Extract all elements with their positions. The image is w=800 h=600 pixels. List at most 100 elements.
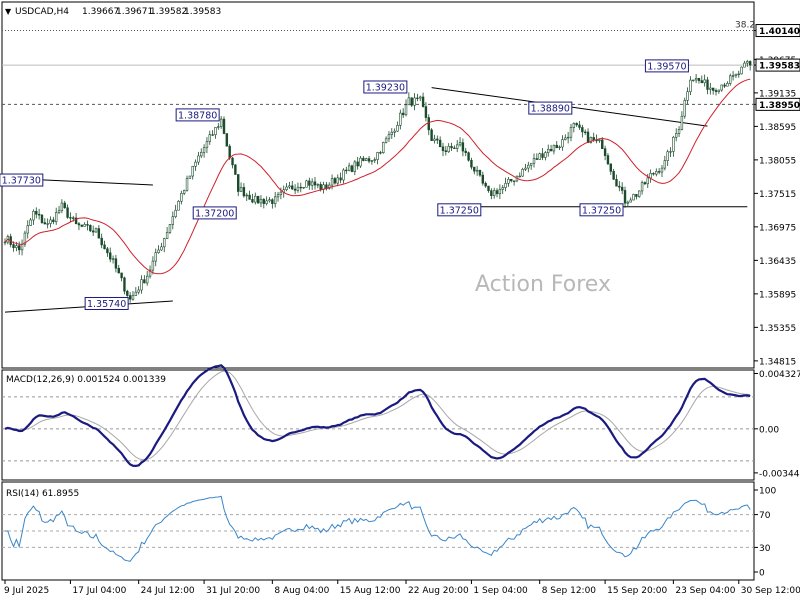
candle-body bbox=[191, 166, 194, 177]
candle-body bbox=[544, 152, 547, 158]
candle-body bbox=[703, 79, 706, 84]
candle-body bbox=[566, 136, 570, 139]
candle-body bbox=[572, 122, 576, 128]
candle-body bbox=[740, 66, 743, 75]
annotation-box bbox=[175, 108, 220, 122]
price-annotation: 1.37250 bbox=[579, 203, 624, 217]
annotation-text: 1.35740 bbox=[87, 299, 126, 310]
candle-body bbox=[475, 169, 479, 172]
annotation-box bbox=[528, 101, 573, 115]
candle-body bbox=[313, 181, 317, 186]
candle-body bbox=[635, 194, 638, 197]
candle-body bbox=[128, 295, 132, 300]
price-tick-label: 1.35895 bbox=[759, 290, 796, 300]
candle-body bbox=[46, 223, 49, 225]
annotation-box bbox=[0, 173, 44, 187]
candle-body bbox=[353, 161, 357, 172]
candle-body bbox=[188, 175, 192, 179]
macd-lines bbox=[2, 364, 754, 468]
candle-body bbox=[370, 160, 374, 162]
candle-body bbox=[404, 104, 408, 116]
candle-body bbox=[723, 84, 726, 87]
candle-body bbox=[205, 141, 209, 149]
candle-body bbox=[632, 194, 635, 201]
header-symbol: USDCAD,H4 bbox=[15, 7, 69, 17]
candle-body bbox=[746, 61, 749, 64]
watermark: Action Forex bbox=[475, 272, 611, 297]
price-annotation: 1.38780 bbox=[175, 108, 220, 122]
macd-panel bbox=[1, 369, 755, 481]
time-tick-label: 9 Jul 2025 bbox=[4, 586, 49, 596]
macd-tick-label: 0.00 bbox=[759, 425, 779, 435]
candle-body bbox=[609, 163, 612, 172]
candle-body bbox=[541, 153, 544, 158]
candle-body bbox=[265, 200, 268, 204]
candle-body bbox=[575, 122, 578, 126]
price-tick-label: 1.39583 bbox=[759, 62, 800, 72]
price-tick-label: 1.36435 bbox=[759, 257, 796, 267]
candle-body bbox=[606, 155, 610, 165]
candle-body bbox=[481, 174, 485, 184]
candle-body bbox=[273, 196, 277, 204]
candle-body bbox=[214, 127, 217, 136]
time-axis: 9 Jul 2025 17 Jul 04:00 24 Jul 12:00 31 Jul… bbox=[4, 580, 800, 596]
candle-body bbox=[310, 181, 314, 186]
candle-body bbox=[547, 148, 550, 153]
candle-body bbox=[421, 96, 425, 107]
candle-body bbox=[94, 228, 98, 233]
candle-body bbox=[524, 167, 527, 170]
candle-body bbox=[441, 146, 445, 152]
candle-body bbox=[302, 186, 305, 189]
rsi-line bbox=[5, 495, 751, 562]
candle-body bbox=[384, 138, 388, 143]
price-axis: 1.401401.396751.395831.391351.389501.385… bbox=[754, 24, 800, 579]
candle-body bbox=[225, 133, 229, 147]
header-close: 1.39583 bbox=[184, 7, 221, 17]
annotation-box bbox=[579, 203, 624, 217]
price-tag-box bbox=[755, 97, 800, 111]
candle-body bbox=[601, 139, 604, 149]
candle-body bbox=[293, 188, 297, 191]
candle-body bbox=[271, 199, 274, 204]
candle-body bbox=[569, 127, 573, 138]
price-tag-box bbox=[755, 58, 800, 72]
candle-body bbox=[498, 189, 502, 195]
candle-body bbox=[518, 175, 521, 178]
candle-body bbox=[680, 115, 684, 130]
candle-body bbox=[165, 232, 169, 239]
candle-body bbox=[535, 158, 539, 160]
time-tick-label: 15 Aug 12:00 bbox=[340, 586, 401, 596]
price-tag-box bbox=[755, 24, 800, 38]
candle-body bbox=[49, 219, 52, 224]
candle-body bbox=[618, 185, 621, 188]
candle-body bbox=[748, 61, 752, 66]
candle-body bbox=[379, 152, 382, 154]
annotation-text: 1.37250 bbox=[582, 205, 621, 216]
candle-body bbox=[492, 190, 496, 196]
candle-body bbox=[256, 195, 260, 204]
annotation-text: 1.38780 bbox=[178, 110, 217, 121]
candle-body bbox=[578, 124, 581, 128]
rsi-tick-label: 70 bbox=[759, 511, 771, 521]
candle-body bbox=[288, 185, 291, 188]
candle-body bbox=[401, 112, 405, 116]
candle-body bbox=[694, 77, 698, 81]
candle-body bbox=[319, 184, 322, 190]
candle-body bbox=[720, 84, 723, 91]
candle-body bbox=[254, 195, 257, 203]
chart-menu-icon[interactable]: ▼ bbox=[5, 7, 12, 16]
candle-body bbox=[248, 194, 251, 200]
candle-body bbox=[478, 169, 482, 176]
candle-body bbox=[655, 171, 658, 175]
macd-tick-label: 0.004327 bbox=[759, 370, 800, 380]
candle-body bbox=[447, 145, 450, 153]
candle-body bbox=[148, 269, 152, 277]
candle-body bbox=[134, 291, 138, 296]
candle-body bbox=[237, 174, 240, 192]
candle-body bbox=[63, 202, 66, 209]
candle-body bbox=[558, 146, 561, 149]
candle-body bbox=[666, 151, 669, 161]
annotation-box bbox=[192, 206, 237, 220]
macd-signal-line bbox=[4, 370, 751, 461]
price-tick-label: 1.37515 bbox=[759, 190, 796, 200]
